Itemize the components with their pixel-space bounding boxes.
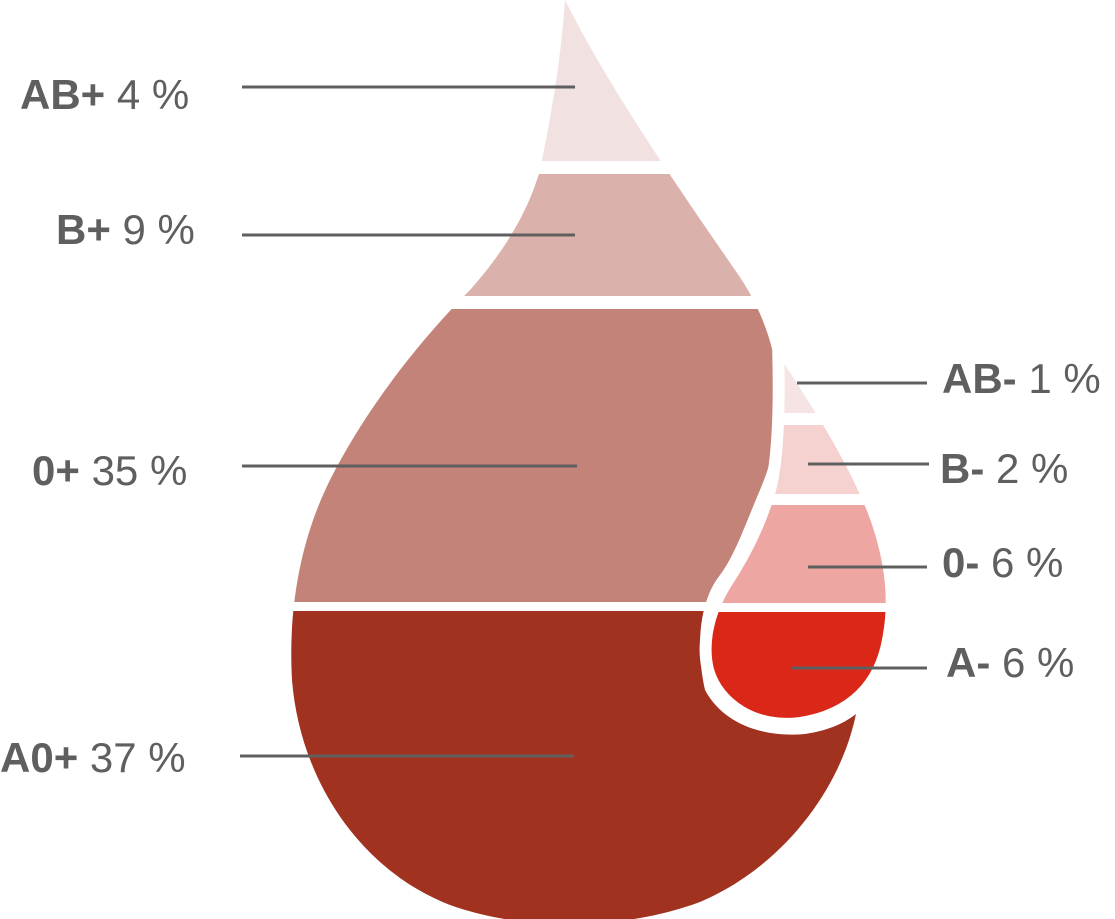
label-ab-neg: AB- 1 % <box>942 355 1101 402</box>
blood-type-label: B- <box>940 445 984 492</box>
label-spacer <box>1017 355 1029 402</box>
label-spacer <box>105 71 117 118</box>
label-o-pos: 0+ 35 % <box>32 447 187 494</box>
blood-type-label: AB- <box>942 355 1017 402</box>
label-spacer <box>984 445 996 492</box>
blood-type-label: 0+ <box>32 447 80 494</box>
label-spacer <box>990 639 1002 686</box>
blood-type-label: A0+ <box>0 734 78 781</box>
label-spacer <box>979 539 991 586</box>
blood-type-label: 0- <box>942 539 979 586</box>
label-spacer <box>80 447 92 494</box>
label-a-neg: A- 6 % <box>946 639 1074 686</box>
percentage-label: 6 % <box>1002 639 1074 686</box>
percentage-label: 37 % <box>90 734 186 781</box>
percentage-label: 35 % <box>92 447 188 494</box>
percentage-label: 6 % <box>991 539 1063 586</box>
label-ab-pos: AB+ 4 % <box>20 71 189 118</box>
label-spacer <box>111 206 123 253</box>
percentage-label: 1 % <box>1028 355 1100 402</box>
percentage-label: 9 % <box>123 206 195 253</box>
percentage-label: 4 % <box>117 71 189 118</box>
label-spacer <box>78 734 90 781</box>
label-o-neg: 0- 6 % <box>942 539 1063 586</box>
blood-type-label: A- <box>946 639 990 686</box>
percentage-label: 2 % <box>996 445 1068 492</box>
label-b-pos: B+ 9 % <box>56 206 195 253</box>
small-drop-outline <box>699 337 898 730</box>
blood-type-label: AB+ <box>20 71 105 118</box>
label-a0-pos: A0+ 37 % <box>0 734 186 781</box>
label-b-neg: B- 2 % <box>940 445 1068 492</box>
blood-type-label: B+ <box>56 206 111 253</box>
